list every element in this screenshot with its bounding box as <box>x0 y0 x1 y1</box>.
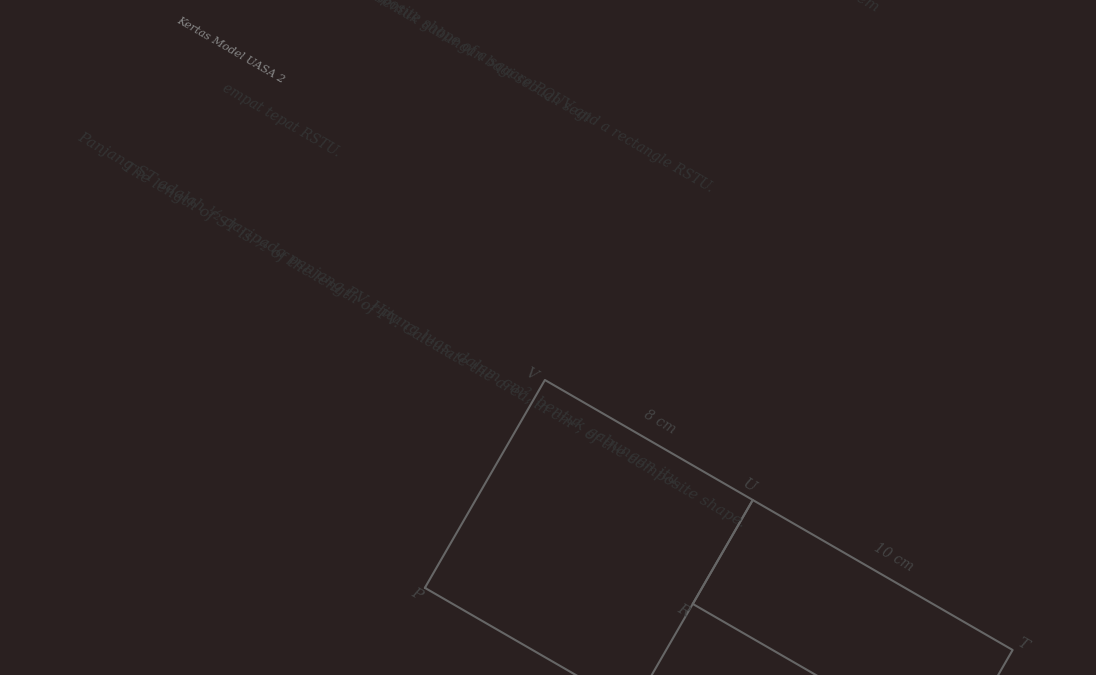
Text: 8 cm: 8 cm <box>641 407 677 437</box>
Text: bentuk gabungan bagi sebuah segi em: bentuk gabungan bagi sebuah segi em <box>615 0 881 15</box>
Text: 12  Rajah di bawah menunjukkan bentuk gabungan bagi sebuah segi: 12 Rajah di bawah menunjukkan bentuk gab… <box>164 0 592 125</box>
Text: 10 cm: 10 cm <box>871 540 915 574</box>
Text: V: V <box>522 365 539 383</box>
Text: U: U <box>740 477 758 495</box>
Text: T: T <box>1015 635 1030 653</box>
Text: The diagram shows a composite shape of a square PQUV and a rectangle RSTU.: The diagram shows a composite shape of a… <box>220 0 716 195</box>
Text: empat tepat RSTU.: empat tepat RSTU. <box>220 81 343 160</box>
Text: he diagram shows a composite shape of a square PQUV and a rectangle RSTU.: he diagram shows a composite shape of a … <box>695 0 1096 50</box>
Text: Panjang ST adalah ½ daripada panjang PV. Hitung luas, dalam cm², bentuk gabungan: Panjang ST adalah ½ daripada panjang PV.… <box>75 129 685 490</box>
Text: The length of ST is ½ of the length of PV. Calculate the area, in cm², of the co: The length of ST is ½ of the length of P… <box>119 159 749 530</box>
Text: R: R <box>675 601 692 619</box>
Text: Kertas Model UASA 2: Kertas Model UASA 2 <box>175 15 286 85</box>
Text: P: P <box>409 585 424 603</box>
